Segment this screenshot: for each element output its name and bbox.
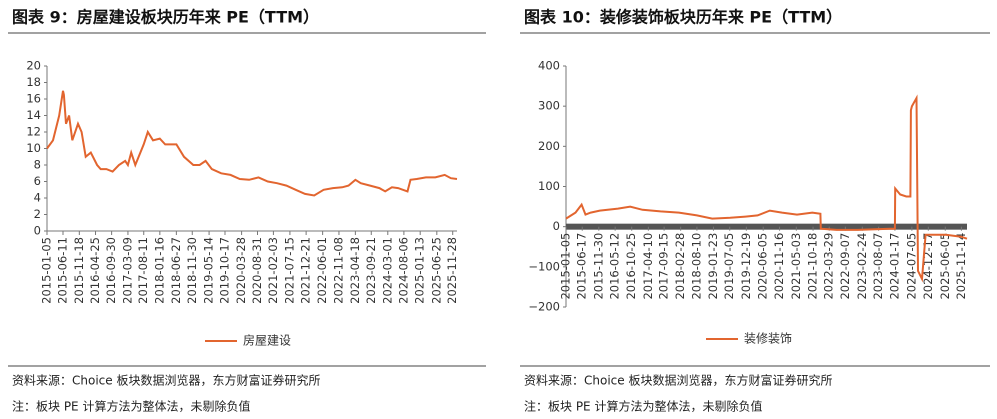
x-tick-label: 2018-11-30 xyxy=(185,237,199,304)
x-tick-label: 2019-05-14 xyxy=(202,237,216,304)
y-tick-label: −100 xyxy=(528,259,560,273)
y-tick-label: 100 xyxy=(538,179,560,193)
y-tick-label: 8 xyxy=(34,158,41,172)
y-tick-label: 6 xyxy=(34,174,41,188)
x-tick-label: 2024-08-06 xyxy=(396,237,410,304)
series-line xyxy=(46,90,458,197)
x-tick-label: 2018-06-27 xyxy=(169,237,183,304)
x-tick-label: 2018-08-10 xyxy=(689,233,703,300)
note: 注：板块 PE 计算方法为整体法，未剔除负值 xyxy=(12,399,250,414)
source: 资料来源：Choice 板块数据浏览器，东方财富证券研究所 xyxy=(524,373,832,388)
x-tick-label: 2022-06-01 xyxy=(315,237,329,304)
chart-title: 图表 9：房屋建设板块历年来 PE（TTM） xyxy=(12,8,319,27)
x-tick-label: 2016-04-25 xyxy=(88,237,102,304)
y-tick-label: 0 xyxy=(34,224,41,238)
x-tick-label: 2019-01-23 xyxy=(706,233,720,300)
x-tick-label: 2015-11-30 xyxy=(591,233,605,300)
x-axis-band xyxy=(566,223,967,230)
x-tick-label: 2015-06-11 xyxy=(56,237,70,304)
x-tick-label: 2016-10-25 xyxy=(624,233,638,300)
source: 资料来源：Choice 板块数据浏览器，东方财富证券研究所 xyxy=(12,373,320,388)
x-tick-label: 2017-08-11 xyxy=(136,237,150,304)
x-tick-label: 2015-11-18 xyxy=(72,237,86,304)
x-tick-label: 2020-11-16 xyxy=(772,233,786,300)
x-tick-label: 2019-10-17 xyxy=(217,237,231,304)
x-tick-label: 2019-12-19 xyxy=(739,233,753,300)
y-tick-label: 18 xyxy=(26,75,41,89)
x-tick-label: 2020-03-28 xyxy=(234,237,248,304)
x-tick-label: 2023-08-07 xyxy=(871,233,885,300)
x-tick-label: 2018-02-28 xyxy=(673,233,687,300)
y-tick-label: 16 xyxy=(26,92,41,106)
y-tick-label: 2 xyxy=(34,207,41,221)
x-tick-label: 2021-10-18 xyxy=(806,233,820,300)
x-tick-label: 2023-02-24 xyxy=(855,233,869,300)
x-tick-label: 2025-11-14 xyxy=(954,233,968,300)
y-tick-label: 300 xyxy=(538,99,560,113)
x-tick-label: 2021-02-03 xyxy=(266,237,280,304)
y-tick-label: 10 xyxy=(26,141,41,155)
y-tick-label: 12 xyxy=(26,125,41,139)
x-tick-label: 2021-07-15 xyxy=(282,237,296,304)
x-tick-label: 2022-11-08 xyxy=(331,237,345,304)
x-tick-label: 2017-03-09 xyxy=(120,237,134,304)
x-tick-label: 2016-05-12 xyxy=(608,233,622,300)
y-tick-label: 20 xyxy=(26,59,41,73)
x-tick-label: 2024-01-17 xyxy=(887,233,901,300)
x-tick-label: 2017-04-10 xyxy=(641,233,655,300)
x-tick-label: 2025-11-28 xyxy=(445,237,459,304)
x-tick-label: 2024-07-05 xyxy=(904,233,918,300)
note: 注：板块 PE 计算方法为整体法，未剔除负值 xyxy=(524,399,762,414)
x-tick-label: 2021-05-03 xyxy=(789,233,803,300)
y-tick-label: 4 xyxy=(34,191,41,205)
x-tick-label: 2021-12-21 xyxy=(299,237,313,304)
x-tick-label: 2024-03-01 xyxy=(380,237,394,304)
x-tick-label: 2020-06-05 xyxy=(756,233,770,300)
x-tick-label: 2025-06-05 xyxy=(938,233,952,300)
x-tick-label: 2025-01-13 xyxy=(413,237,427,304)
x-tick-label: 2019-07-05 xyxy=(722,233,736,300)
legend-label: 房屋建设 xyxy=(243,333,291,348)
chart-title: 图表 10：装修装饰板块历年来 PE（TTM） xyxy=(524,8,842,27)
legend-label: 装修装饰 xyxy=(744,331,792,346)
x-tick-label: 2022-03-29 xyxy=(822,233,836,300)
y-tick-label: 14 xyxy=(26,108,41,122)
series-line xyxy=(565,94,968,283)
x-tick-label: 2025-06-25 xyxy=(429,237,443,304)
x-tick-label: 2023-04-18 xyxy=(348,237,362,304)
x-tick-label: 2015-01-05 xyxy=(40,237,54,304)
x-tick-label: 2022-09-07 xyxy=(838,233,852,300)
y-tick-label: −200 xyxy=(528,300,560,314)
x-tick-label: 2015-01-05 xyxy=(559,233,573,300)
x-tick-label: 2023-09-21 xyxy=(364,237,378,304)
x-tick-label: 2018-01-16 xyxy=(152,237,166,304)
x-tick-label: 2017-09-15 xyxy=(657,233,671,300)
y-tick-label: 0 xyxy=(553,219,560,233)
y-tick-label: 400 xyxy=(538,59,560,73)
x-tick-label: 2020-08-31 xyxy=(250,237,264,304)
x-tick-label: 2016-09-30 xyxy=(104,237,118,304)
x-tick-label: 2015-06-17 xyxy=(575,233,589,300)
y-tick-label: 200 xyxy=(538,139,560,153)
